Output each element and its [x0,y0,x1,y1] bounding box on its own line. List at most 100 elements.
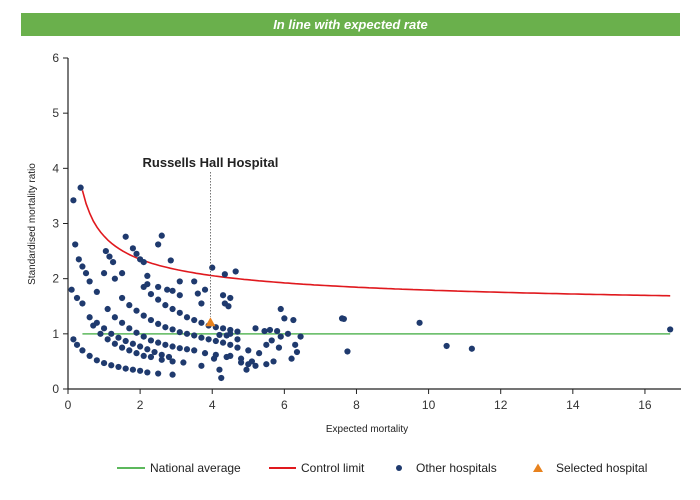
legend-other-hospitals-swatch [396,465,402,471]
hospital-point [198,362,205,369]
x-tick-label: 14 [566,398,580,412]
hospital-point [232,268,239,275]
hospital-point [234,336,241,343]
x-tick-label: 10 [422,398,436,412]
hospital-point [252,325,259,332]
hospital-point [284,330,292,337]
hospital-point [293,348,301,356]
hospital-point [108,330,115,337]
hospital-point [169,371,176,378]
hospital-point [169,305,176,313]
hospital-point [256,350,263,357]
legend-other-hospitals-label: Other hospitals [416,461,497,475]
hospital-point [266,326,274,334]
hospital-point [212,337,219,345]
hospital-point [133,329,140,336]
hospital-point [133,250,140,257]
hospital-point [129,245,137,252]
hospital-point [147,291,155,298]
hospital-point [176,329,183,336]
hospital-point [144,346,151,353]
hospital-point [169,358,176,365]
hospital-point [155,296,162,303]
hospital-point [667,326,674,333]
x-tick-label: 4 [209,398,216,412]
axes [67,58,681,390]
hospital-point [70,197,77,204]
hospital-point [129,366,137,373]
hospital-point [155,283,162,291]
hospital-point [140,352,147,359]
hospital-point [274,327,281,335]
hospital-point [234,344,241,351]
hospital-point [118,344,126,351]
hospital-point [221,271,228,278]
legend-selected-hospital-swatch [533,463,543,472]
hospital-point [102,247,109,255]
hospital-point [100,359,108,367]
hospital-point [122,365,129,372]
legend-selected-hospital-label: Selected hospital [556,461,647,475]
legend-national-average-label: National average [150,461,241,475]
x-ticks: 0 2 4 6 8 10 12 14 16 [65,389,652,412]
hospital-point [219,339,227,346]
y-tick-label: 6 [52,51,59,65]
hospital-point [237,359,245,366]
x-tick-label: 0 [65,398,72,412]
hospital-point [443,342,450,350]
hospital-point [86,352,93,359]
hospital-point [340,315,347,323]
hospital-point [261,327,268,335]
hospital-point [169,326,176,333]
hospital-point [183,346,191,353]
hospital-point [227,330,234,337]
hospital-point [147,337,155,344]
hospital-point [183,314,191,321]
hospital-point [108,362,115,369]
hospital-point [227,294,234,302]
hospital-point [221,300,228,307]
hospital-point [115,334,122,341]
legend: National average Control limit Other hos… [117,461,647,475]
x-tick-label: 16 [638,398,652,412]
hospital-point [201,286,209,293]
hospital-point [82,270,90,277]
hospital-point [416,319,423,326]
hospital-point [468,345,475,352]
hospital-point [180,359,187,366]
hospital-point [245,347,252,354]
hospital-point [216,366,223,373]
hospital-point [122,337,129,345]
hospital-point [129,340,137,347]
hospital-point [263,361,270,368]
hospital-point [198,334,205,341]
hospital-point [73,294,81,302]
hospital-point [72,241,79,248]
hospital-point [176,278,183,285]
hospital-point [218,374,225,382]
x-tick-label: 2 [137,398,144,412]
hospital-point [140,259,147,266]
hospital-point [122,233,129,240]
hospital-point [198,300,205,307]
hospital-point [277,305,284,313]
hospital-point [77,184,84,191]
hospital-point [169,343,176,350]
hospital-point [155,241,162,248]
hospital-point [245,361,252,368]
selected-hospital-marker [205,317,216,327]
hospital-point [126,302,133,309]
hospital-point [104,305,111,313]
hospital-point [126,347,133,354]
hospital-point [93,357,100,364]
hospital-point [216,331,223,339]
hospital-point [155,370,162,377]
hospital-point [162,302,169,309]
hospital-point [219,292,227,299]
hospital-point [263,341,270,348]
hospital-point [109,259,117,266]
y-tick-label: 0 [52,382,59,396]
hospital-point [164,286,171,293]
hospital-point [227,352,234,359]
hospital-point [169,287,176,294]
